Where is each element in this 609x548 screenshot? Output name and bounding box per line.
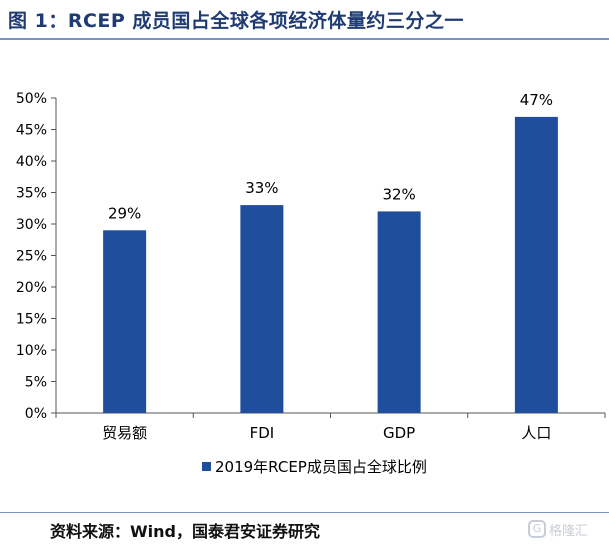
y-tick-label: 10% xyxy=(16,343,47,359)
bar xyxy=(514,116,558,414)
data-label: 29% xyxy=(108,204,141,222)
y-tick-label: 5% xyxy=(25,375,47,391)
bar xyxy=(377,211,421,413)
legend-label: 2019年RCEP成员国占全球比例 xyxy=(215,458,427,476)
legend: 2019年RCEP成员国占全球比例 xyxy=(202,458,427,476)
y-tick-label: 25% xyxy=(16,249,47,265)
y-tick-label: 35% xyxy=(16,186,47,202)
data-labels: 29% 33% 32% 47% xyxy=(108,91,553,222)
bars xyxy=(103,116,558,414)
source-divider xyxy=(0,512,609,513)
x-tick-label: 贸易额 xyxy=(102,424,147,442)
watermark-logo-icon: G xyxy=(528,520,546,538)
data-label: 33% xyxy=(245,179,278,197)
legend-swatch xyxy=(202,462,211,471)
watermark-text: 格隆汇 xyxy=(549,523,589,539)
chart-title: 图 1：RCEP 成员国占全球各项经济体量约三分之一 xyxy=(8,10,464,32)
y-tick-label: 15% xyxy=(16,312,47,328)
y-tick-label: 50% xyxy=(16,91,47,107)
x-tick-label: 人口 xyxy=(521,424,551,442)
bar xyxy=(240,205,284,413)
source-note: 资料来源：Wind，国泰君安证券研究 xyxy=(50,522,320,541)
title-divider xyxy=(0,38,609,40)
y-tick-label: 40% xyxy=(16,154,47,170)
data-label: 32% xyxy=(382,185,415,203)
y-tick-label: 45% xyxy=(16,123,47,139)
y-tick-label: 30% xyxy=(16,217,47,233)
y-tick-label: 20% xyxy=(16,280,47,296)
watermark: G 格隆汇 xyxy=(528,516,604,542)
y-tick-label: 0% xyxy=(25,406,47,422)
bar xyxy=(103,230,147,413)
data-label: 47% xyxy=(520,91,553,109)
x-tick-label: FDI xyxy=(250,424,275,442)
x-axis: 贸易额 FDI GDP 人口 xyxy=(55,412,606,442)
y-axis: 0% 5% 10% 15% 20% 25% 30% 35% 40% 45% 50% xyxy=(16,91,57,422)
x-tick-label: GDP xyxy=(383,424,415,442)
